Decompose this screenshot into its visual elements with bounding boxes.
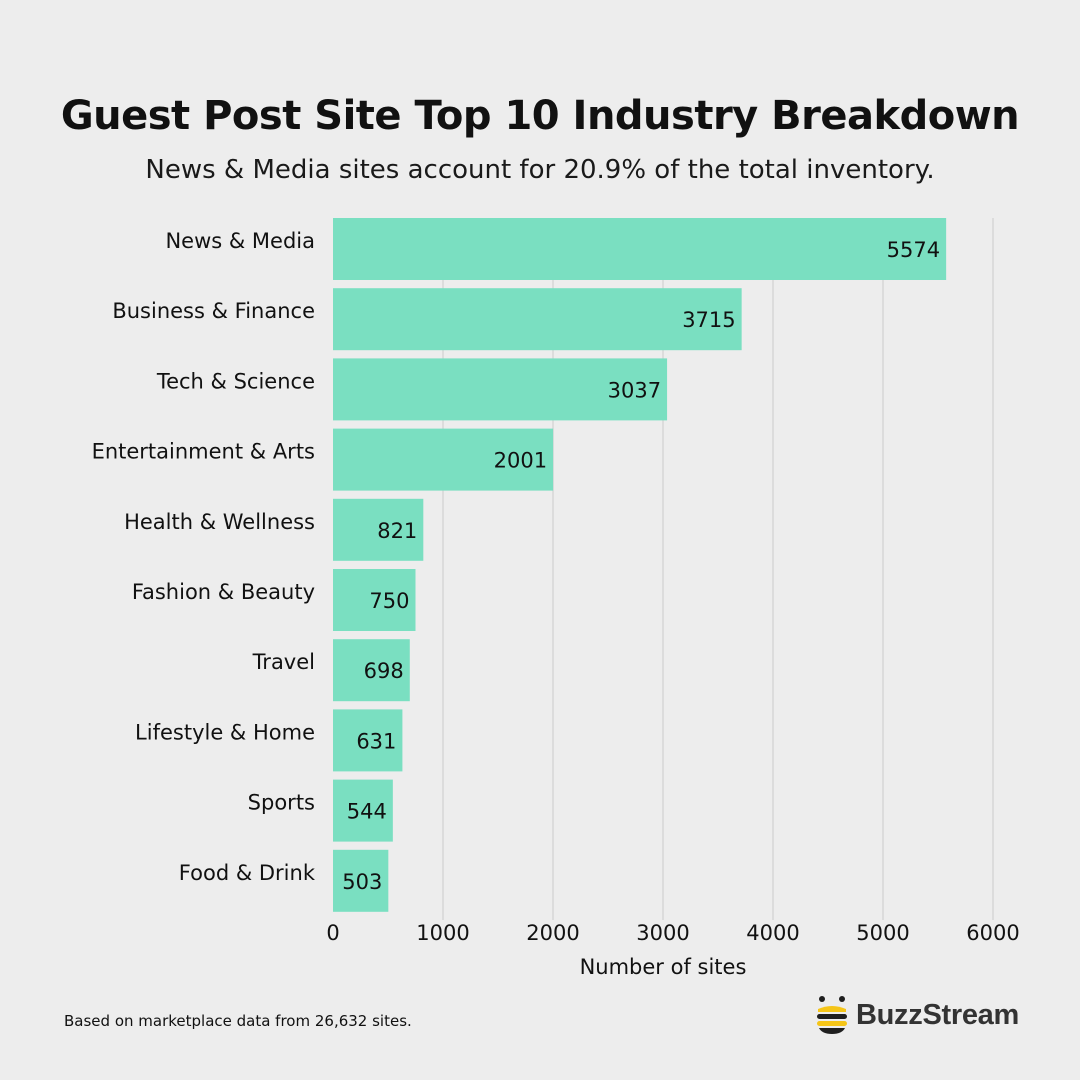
category-label: Food & Drink: [179, 861, 316, 885]
bar-value-label: 631: [356, 729, 396, 753]
category-label: Travel: [252, 650, 315, 674]
x-tick-label: 1000: [416, 921, 469, 945]
brand-logo: BuzzStream: [814, 990, 1034, 1040]
bar: [333, 779, 393, 842]
bar: [333, 569, 416, 631]
category-label: Sports: [248, 791, 315, 815]
bar: [333, 358, 668, 421]
bar-value-label: 5574: [887, 238, 940, 262]
chart-title: Guest Post Site Top 10 Industry Breakdow…: [60, 93, 1020, 139]
bar: [333, 639, 410, 702]
bars: 5574 3715 3037 2001 821 750 698 631 544 503: [333, 218, 947, 912]
bar: [333, 849, 389, 912]
x-tick-label: 6000: [966, 921, 1019, 945]
category-labels: News & Media Business & Finance Tech & Sci…: [92, 229, 316, 885]
x-tick-label: 0: [326, 921, 339, 945]
bar: [333, 428, 554, 491]
category-label: Tech & Science: [156, 369, 315, 393]
x-axis-label: Number of sites: [580, 955, 747, 979]
bar: [333, 218, 947, 280]
bar: [333, 498, 424, 561]
bar-value-label: 821: [377, 519, 417, 543]
x-tick-label: 5000: [856, 921, 909, 945]
bar: [333, 288, 742, 351]
bar-value-label: 750: [369, 589, 409, 613]
category-label: Entertainment & Arts: [92, 440, 315, 464]
chart-subtitle: News & Media sites account for 20.9% of …: [145, 155, 935, 185]
bar-value-label: 2001: [494, 449, 547, 473]
x-axis-ticks: 0 1000 2000 3000 4000 5000 6000: [326, 921, 1019, 945]
x-tick-label: 4000: [746, 921, 799, 945]
category-label: News & Media: [165, 229, 315, 253]
bee-icon: [817, 996, 847, 1034]
bar-value-label: 503: [342, 870, 382, 894]
brand-name: BuzzStream: [856, 998, 1019, 1031]
category-label: Health & Wellness: [124, 510, 315, 534]
category-label: Business & Finance: [112, 299, 315, 323]
bar-chart: 5574 3715 3037 2001 821 750 698 631 544 503 News …: [92, 218, 1020, 979]
category-label: Fashion & Beauty: [132, 580, 315, 604]
footnote: Based on marketplace data from 26,632 si…: [64, 1012, 412, 1030]
x-tick-label: 3000: [636, 921, 689, 945]
bar-value-label: 3037: [608, 378, 661, 402]
bar-value-label: 698: [364, 659, 404, 683]
bar: [333, 709, 403, 772]
bar-value-label: 544: [347, 800, 387, 824]
x-tick-label: 2000: [526, 921, 579, 945]
category-label: Lifestyle & Home: [135, 720, 315, 744]
bar-value-label: 3715: [682, 308, 735, 332]
